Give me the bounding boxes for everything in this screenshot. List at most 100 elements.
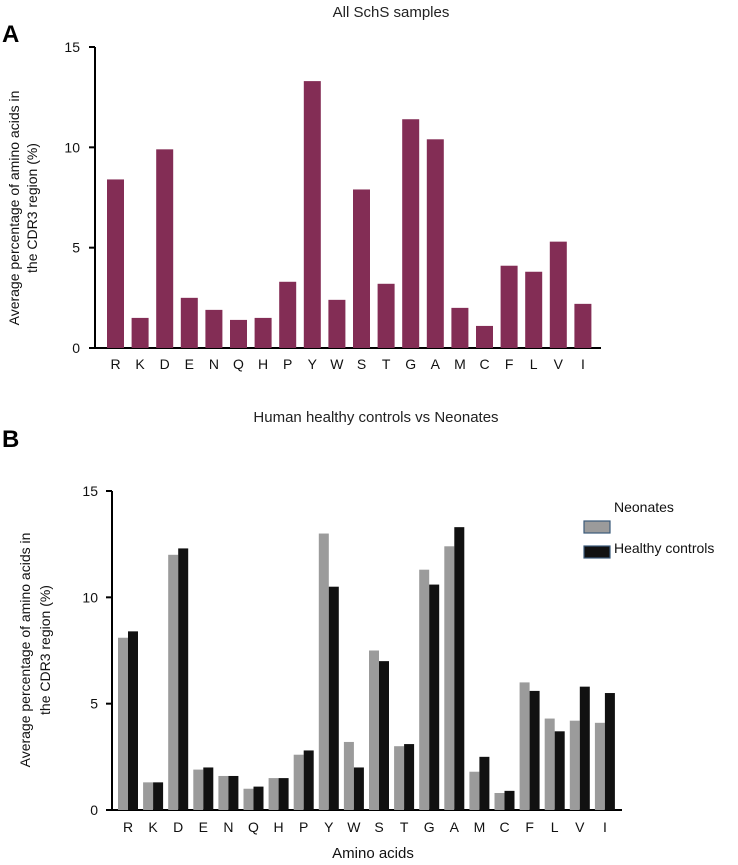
panel-a-bar-R	[107, 179, 124, 348]
panel-b-x-tick-label-V: V	[575, 819, 585, 835]
panel-a-x-tick-label-Q: Q	[233, 356, 244, 372]
panel-b-bar-M-neonates	[469, 771, 480, 810]
panel-b-bar-Y-healthy-controls	[328, 586, 339, 810]
panel-a-bar-T	[377, 283, 395, 348]
panel-b-plot: 0 5 10 15 R K D E N Q H P Y W S T G A M C F L V I	[82, 483, 622, 835]
panel-b-bar-P-healthy-controls	[303, 750, 314, 810]
panel-a-x-tick-label-Y: Y	[308, 356, 318, 372]
panel-a-y-tick-label: 15	[64, 39, 80, 55]
panel-a-x-tick-label-K: K	[135, 356, 145, 372]
panel-a-bar-V	[549, 241, 567, 348]
panel-a-bar-K	[131, 317, 149, 348]
panel-b-bar-K-neonates	[143, 782, 154, 810]
panel-b-bar-M-healthy-controls	[479, 756, 490, 810]
panel-b-bar-G-neonates	[419, 569, 430, 810]
panel-b-x-tick-label-I: I	[603, 819, 607, 835]
panel-b-bar-I-neonates	[594, 722, 605, 810]
panel-a-y-tick-label: 5	[72, 240, 80, 256]
panel-b-x-tick-label-W: W	[347, 819, 361, 835]
panel-a-ylabel-line1: Average percentage of amino acids in	[6, 91, 22, 326]
panel-b-x-tick-label-S: S	[374, 819, 383, 835]
panel-b-x-tick-label-C: C	[499, 819, 509, 835]
panel-b-x-tick-label-P: P	[299, 819, 308, 835]
panel-a-x-tick-label-N: N	[209, 356, 219, 372]
panel-b-bar-N-healthy-controls	[228, 775, 239, 810]
panel-a-letter: A	[2, 21, 19, 48]
panel-b-bar-H-neonates	[268, 778, 279, 810]
panel-a-bar-H	[254, 317, 272, 348]
panel-b-y-tick-label: 15	[82, 483, 98, 499]
panel-a-bar-M	[451, 307, 469, 348]
panel-b-x-tick-label-G: G	[424, 819, 435, 835]
panel-a-x-tick-label-F: F	[505, 356, 514, 372]
panel-a-bar-S	[353, 189, 370, 348]
panel-a-bar-D	[156, 149, 174, 348]
panel-a-ylabel-line2: the CDR3 region (%)	[24, 143, 40, 273]
panel-b-y-tick-label: 5	[90, 696, 98, 712]
panel-b-x-tick-label-K: K	[148, 819, 158, 835]
panel-b-bar-G-healthy-controls	[429, 584, 440, 810]
panel-b-bar-S-neonates	[369, 650, 379, 810]
panel-b-bar-L-neonates	[544, 718, 555, 810]
panel-a-x-tick-label-C: C	[479, 356, 489, 372]
panel-b-x-tick-label-E: E	[199, 819, 208, 835]
panel-b-bar-D-neonates	[168, 554, 179, 810]
panel-b-bar-F-neonates	[519, 682, 530, 810]
panel-b-x-tick-label-T: T	[400, 819, 409, 835]
panel-a-bar-A	[426, 139, 444, 348]
panel-b-bar-Y-neonates	[318, 533, 329, 810]
panel-b-x-tick-label-A: A	[450, 819, 460, 835]
panel-b-x-tick-label-N: N	[223, 819, 233, 835]
panel-b-bar-H-healthy-controls	[278, 778, 289, 810]
panel-b-bar-E-neonates	[193, 769, 204, 810]
panel-a-x-tick-label-W: W	[330, 356, 344, 372]
panel-a-x-tick-label-L: L	[530, 356, 538, 372]
panel-a-x-tick-label-H: H	[258, 356, 268, 372]
panel-a-bar-L	[525, 271, 543, 348]
panel-b-x-tick-label-D: D	[173, 819, 183, 835]
panel-a-bar-G	[402, 119, 420, 349]
legend-label-neonates: Neonates	[614, 499, 674, 515]
panel-b-bar-T-healthy-controls	[404, 744, 415, 810]
panel-b-bar-D-healthy-controls	[178, 548, 189, 810]
panel-b-bar-V-healthy-controls	[579, 686, 590, 810]
panel-b-bar-W-healthy-controls	[353, 767, 364, 810]
panel-b-ylabel-line1: Average percentage of amino acids in	[17, 533, 33, 768]
panel-a-x-tick-label-V: V	[554, 356, 564, 372]
panel-b-x-tick-label-Y: Y	[324, 819, 334, 835]
panel-b-y-tick-label: 10	[82, 589, 98, 605]
panel-b-bar-R-neonates	[118, 637, 128, 810]
panel-b-x-tick-label-Q: Q	[248, 819, 259, 835]
panel-b-bar-C-neonates	[494, 792, 505, 810]
panel-b-bar-T-neonates	[394, 746, 405, 810]
panel-b-bar-E-healthy-controls	[203, 767, 214, 810]
panel-b-xlabel: Amino acids	[332, 845, 414, 862]
panel-b-bar-V-neonates	[569, 720, 580, 810]
panel-b-bar-R-healthy-controls	[128, 631, 138, 810]
panel-b-x-tick-label-M: M	[474, 819, 486, 835]
panel-a-x-tick-label-E: E	[185, 356, 194, 372]
panel-b-bar-W-neonates	[343, 741, 354, 810]
panel-a-bar-W	[328, 299, 346, 348]
panel-a-bar-F	[500, 265, 518, 348]
panel-b-bar-P-neonates	[293, 754, 304, 810]
panel-a-bar-Y	[303, 81, 321, 348]
panel-b-x-tick-label-R: R	[123, 819, 133, 835]
panel-b-bar-Q-healthy-controls	[253, 786, 264, 810]
panel-a-x-tick-label-I: I	[581, 356, 585, 372]
legend-label-healthy-controls: Healthy controls	[614, 540, 714, 556]
panel-a-x-tick-label-R: R	[110, 356, 120, 372]
panel-a-x-tick-label-T: T	[382, 356, 391, 372]
panel-b-bar-K-healthy-controls	[153, 782, 164, 810]
panel-b-bar-C-healthy-controls	[504, 790, 515, 810]
panel-a-bar-I	[574, 303, 592, 348]
panel-a-x-tick-label-M: M	[454, 356, 466, 372]
panel-b-ylabel-line2: the CDR3 region (%)	[37, 585, 53, 715]
panel-a-bar-Q	[230, 319, 247, 348]
panel-b-y-tick-label: 0	[90, 802, 98, 818]
panel-b-title: Human healthy controls vs Neonates	[253, 409, 498, 426]
legend-swatch-healthy-controls	[583, 545, 611, 559]
panel-b-bar-S-healthy-controls	[379, 661, 389, 810]
panel-a-x-tick-label-P: P	[283, 356, 292, 372]
